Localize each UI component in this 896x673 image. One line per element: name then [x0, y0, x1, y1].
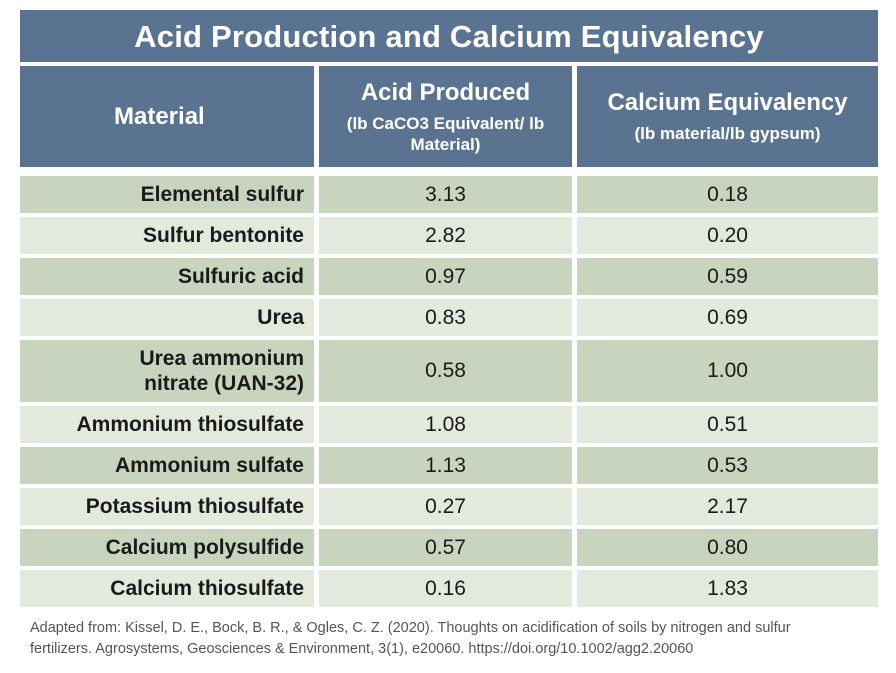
column-title: Material — [114, 102, 205, 130]
source-note: Adapted from: Kissel, D. E., Bock, B. R.… — [30, 620, 791, 657]
cell: 1.08 — [319, 406, 572, 443]
cell-text: 0.58 — [425, 359, 466, 382]
cell-text: Sulfur bentonite — [143, 224, 304, 247]
row-label: Elemental sulfur — [20, 176, 314, 213]
cell-text: 3.13 — [425, 182, 466, 206]
cell-text: Calcium thiosulfate — [110, 577, 304, 600]
cell: 1.13 — [319, 447, 572, 484]
cell: 0.57 — [319, 529, 572, 566]
row-label: Potassium thiosulfate — [20, 488, 314, 525]
title: Acid Production and Calcium Equivalency — [20, 10, 878, 62]
cell-text: 0.83 — [425, 305, 466, 329]
row-label: Ammonium thiosulfate — [20, 406, 314, 443]
cell-text: 0.51 — [707, 412, 748, 436]
row-label: Calcium thiosulfate — [20, 570, 314, 607]
column-title: Acid Produced — [360, 78, 531, 106]
cell-text: Calcium polysulfide — [105, 536, 304, 559]
cell-text: 2.82 — [425, 223, 466, 247]
cell: 1.00 — [577, 340, 878, 402]
cell: 0.83 — [319, 299, 572, 336]
cell: 0.80 — [577, 529, 878, 566]
cell-text: 0.53 — [707, 453, 748, 477]
cell: 2.82 — [319, 217, 572, 254]
cell-text: Potassium thiosulfate — [85, 495, 304, 518]
cell: 0.58 — [319, 340, 572, 402]
spacer — [20, 171, 878, 172]
cell-text: Sulfuric acid — [177, 265, 304, 288]
cell-text: 0.20 — [707, 223, 748, 247]
cell: 0.53 — [577, 447, 878, 484]
cell-text: 0.97 — [425, 264, 466, 288]
cell-text: 0.59 — [707, 264, 748, 288]
row-label: Urea — [20, 299, 314, 336]
row-label: Calcium polysulfide — [20, 529, 314, 566]
column-title: Calcium Equivalency — [607, 89, 848, 116]
cell-text: Urea ammonium nitrate (UAN-32) — [139, 347, 304, 395]
cell-text: 2.17 — [707, 494, 748, 518]
row-label: Ammonium sulfate — [20, 447, 314, 484]
cell: 0.97 — [319, 258, 572, 295]
infographic: Acid Production and Calcium Equivalency … — [20, 10, 878, 607]
cell-text: 1.13 — [425, 453, 466, 477]
cell-text: Urea — [257, 306, 304, 329]
cell-text: Elemental sulfur — [140, 183, 304, 206]
column-header: Calcium Equivalency (lb material/lb gypsu… — [577, 66, 878, 167]
cell-text: 1.08 — [425, 412, 466, 436]
cell: 0.20 — [577, 217, 878, 254]
cell: 0.59 — [577, 258, 878, 295]
column-header: Material — [20, 66, 314, 167]
cell: 2.17 — [577, 488, 878, 525]
table: Material Acid Produced (lb CaCO3 Equivalen… — [20, 66, 878, 607]
cell-text: 1.00 — [707, 359, 748, 382]
cell: 0.18 — [577, 176, 878, 213]
cell: 1.83 — [577, 570, 878, 607]
cell-text: 0.80 — [707, 535, 748, 559]
cell-text: Ammonium sulfate — [114, 454, 304, 477]
cell: 3.13 — [319, 176, 572, 213]
cell-text: 0.16 — [425, 576, 466, 600]
cell-text: 0.18 — [707, 182, 748, 206]
cell: 0.51 — [577, 406, 878, 443]
cell: 0.16 — [319, 570, 572, 607]
cell-text: 0.69 — [707, 305, 748, 329]
cell-text: 0.27 — [425, 494, 466, 518]
row-label: Sulfur bentonite — [20, 217, 314, 254]
row-label: Sulfuric acid — [20, 258, 314, 295]
column-unit: (lb CaCO3 Equivalent/ lb Material) — [346, 113, 545, 154]
row-label: Urea ammonium nitrate (UAN-32) — [20, 340, 314, 402]
cell: 0.27 — [319, 488, 572, 525]
column-unit: (lb material/lb gypsum) — [634, 124, 821, 143]
column-header: Acid Produced (lb CaCO3 Equivalent/ lb Ma… — [319, 66, 572, 167]
cell: 0.69 — [577, 299, 878, 336]
cell-text: Ammonium thiosulfate — [76, 413, 304, 436]
cell-text: 0.57 — [425, 535, 466, 559]
cell-text: 1.83 — [707, 576, 748, 600]
